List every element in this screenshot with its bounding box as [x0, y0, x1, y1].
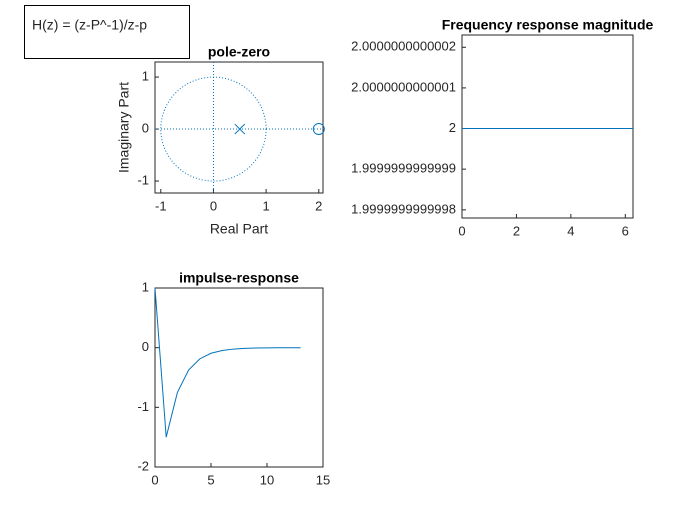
y-tick-label: -2 [137, 458, 149, 473]
axes-box [461, 34, 634, 219]
x-tick-label: 4 [567, 223, 574, 238]
zero-marker [312, 123, 325, 136]
x-tick-label: -1 [155, 198, 167, 213]
x-tick-label: 0 [151, 472, 158, 487]
x-tick-label: 6 [622, 223, 629, 238]
x-tick-label: 0 [210, 198, 217, 213]
y-tick-label: 2.0000000000002 [351, 39, 456, 54]
y-tick-label: 0 [142, 120, 149, 135]
pole-marker [234, 123, 246, 135]
y-tick-label: 1 [142, 69, 149, 84]
chart-title: impulse-response [179, 270, 299, 286]
y-tick-label: 1.9999999999998 [351, 201, 456, 216]
x-tick-label: 2 [315, 198, 322, 213]
text-box [24, 5, 190, 59]
data-line [154, 287, 301, 438]
x-tick-label: 2 [513, 223, 520, 238]
y-tick-label: -1 [137, 399, 149, 414]
x-tick-label: 0 [458, 223, 465, 238]
text-box-text: H(z) = (z-P^-1)/z-p [32, 17, 147, 33]
y-tick-label: 2 [449, 120, 456, 135]
x-tick-label: 10 [260, 472, 274, 487]
y-axis-label: Imaginary Part [116, 82, 132, 173]
axes-box [154, 61, 324, 194]
x-tick-label: 1 [263, 198, 270, 213]
y-tick-label: 1.9999999999999 [351, 161, 456, 176]
x-tick-label: 15 [316, 472, 330, 487]
chart-title: pole-zero [208, 44, 270, 60]
chart-title: Frequency response magnitude [442, 17, 654, 33]
x-axis-label: Real Part [210, 221, 268, 237]
y-tick-label: 1 [142, 279, 149, 294]
y-tick-label: 2.0000000000001 [351, 79, 456, 94]
y-tick-label: 0 [142, 339, 149, 354]
x-tick-label: 5 [207, 472, 214, 487]
axes-box [154, 287, 324, 468]
y-tick-label: -1 [137, 172, 149, 187]
